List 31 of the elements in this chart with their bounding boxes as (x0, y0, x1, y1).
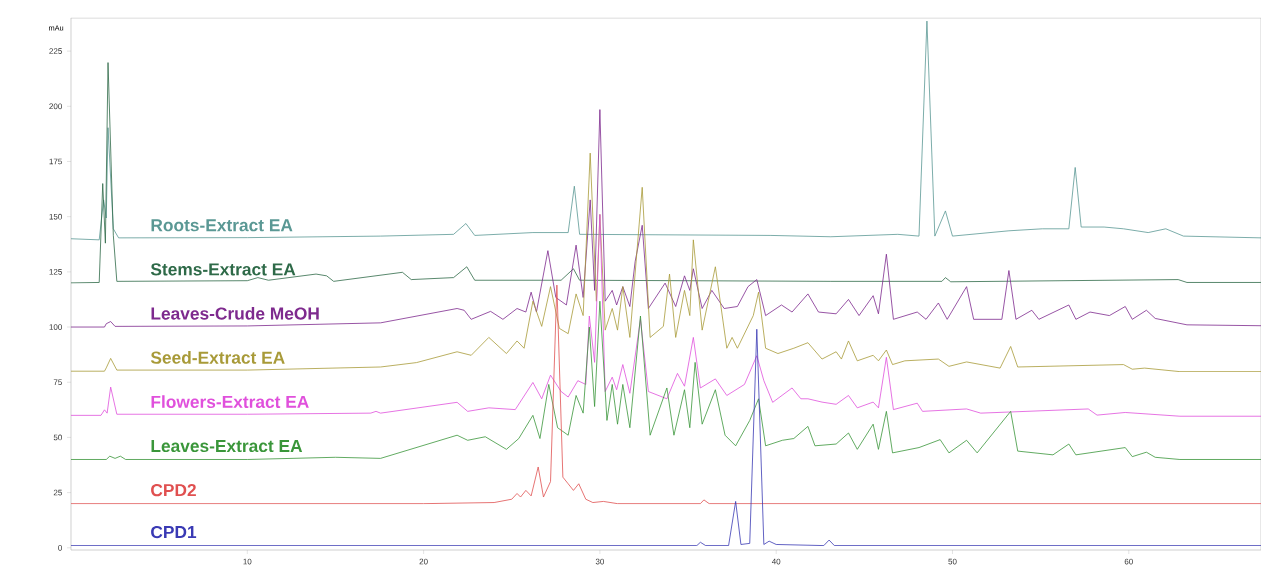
line-series (70, 62, 1261, 284)
y-tick-label: 75 (53, 379, 62, 386)
y-tick-label: 50 (53, 434, 62, 441)
y-tick-label: 175 (49, 158, 62, 165)
series-label: Roots-Extract EA (151, 219, 293, 232)
line-series (70, 20, 1261, 241)
line-series (70, 284, 1261, 505)
line-series (70, 300, 1261, 460)
line-series (70, 109, 1261, 328)
x-tick-label: 30 (595, 558, 605, 565)
y-tick-label: 100 (49, 324, 62, 330)
y-tick-label: 125 (49, 269, 62, 275)
series-label: Seed-Extract EA (150, 351, 285, 364)
y-tick-label: 200 (49, 103, 62, 110)
series-label: Leaves-Crude MeOH (151, 306, 319, 320)
x-tick-label: 60 (1124, 558, 1133, 565)
x-tick-label: 50 (948, 558, 957, 565)
series-label: Leaves-Extract EA (151, 440, 303, 453)
y-tick-label: 25 (53, 489, 62, 496)
series-label: Stems-Extract EA (150, 263, 296, 276)
x-tick-label: 20 (419, 558, 428, 565)
series-label: Flowers-Extract EA (151, 395, 309, 408)
x-tick-label: 10 (243, 558, 252, 565)
y-tick-label: 0 (58, 544, 62, 551)
series-label: CPD2 (151, 483, 196, 497)
series-label: CPD1 (151, 525, 197, 539)
line-series (70, 214, 1261, 417)
line-series (70, 152, 1261, 373)
x-tick-label: 40 (771, 558, 781, 565)
y-tick-label: 225 (49, 48, 62, 54)
y-tick-label: 150 (49, 213, 62, 220)
